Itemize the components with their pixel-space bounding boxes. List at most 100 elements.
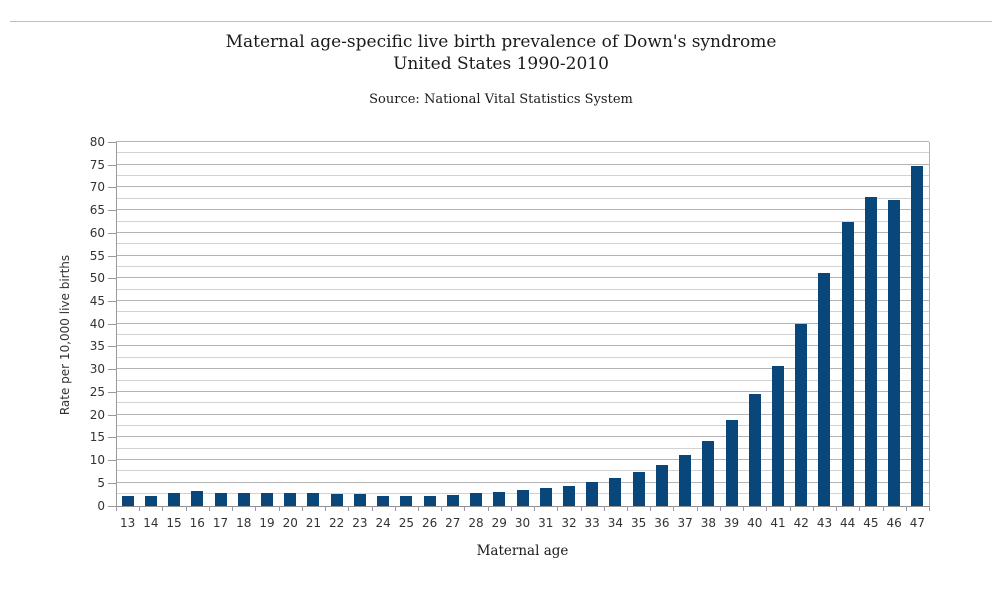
bar-age-25 — [400, 495, 413, 506]
minor-gridline — [116, 243, 929, 245]
bar-age-30 — [516, 490, 529, 506]
minor-gridline — [116, 311, 929, 313]
y-tick-label: 60 — [89, 225, 105, 240]
chart-source: Source: National Vital Statistics System — [369, 92, 633, 107]
x-axis-tick — [905, 505, 907, 511]
chart-title-line1: Maternal age-specific live birth prevale… — [225, 32, 777, 52]
x-axis-tick — [836, 505, 838, 511]
x-axis-tick — [208, 505, 210, 511]
bar-age-40 — [748, 394, 761, 506]
x-tick-label: 28 — [468, 515, 484, 530]
bar-age-36 — [655, 464, 668, 506]
y-axis-tick — [108, 278, 116, 280]
x-tick-label: 29 — [491, 515, 507, 530]
minor-gridline — [116, 402, 929, 404]
bar-age-14 — [144, 496, 157, 506]
x-tick-label: 43 — [816, 515, 833, 530]
x-tick-label: 33 — [584, 515, 600, 530]
major-gridline — [116, 186, 929, 188]
y-axis-tick — [108, 187, 116, 189]
x-tick-label: 38 — [700, 515, 716, 530]
x-axis-tick — [162, 505, 164, 511]
x-axis-tick — [417, 505, 419, 511]
major-gridline — [116, 141, 929, 142]
y-tick-label: 50 — [89, 271, 105, 286]
x-axis-tick — [557, 505, 559, 511]
y-axis-tick — [108, 414, 116, 416]
y-tick-label: 55 — [89, 248, 105, 263]
major-gridline — [116, 209, 929, 211]
x-axis-tick — [650, 505, 652, 511]
y-axis-line — [116, 142, 117, 506]
x-tick-label: 34 — [607, 515, 624, 530]
x-axis-tick — [441, 505, 443, 511]
y-tick-label: 10 — [89, 453, 105, 468]
x-axis-tick — [696, 505, 698, 511]
x-tick-label: 20 — [282, 515, 298, 530]
x-tick-label: 19 — [259, 515, 275, 530]
y-tick-label: 40 — [89, 316, 105, 331]
y-axis-tick — [108, 369, 116, 371]
bar-age-28 — [470, 492, 483, 506]
major-gridline — [116, 481, 929, 483]
bar-age-37 — [679, 454, 692, 506]
x-tick-label: 36 — [654, 515, 670, 530]
major-gridline — [116, 368, 929, 370]
y-axis-tick — [108, 142, 116, 143]
x-axis-tick — [603, 505, 605, 511]
x-tick-label: 27 — [445, 515, 461, 530]
y-axis-title: Rate per 10,000 live births — [58, 254, 72, 416]
x-axis-tick — [719, 505, 721, 511]
y-axis-tick — [108, 460, 116, 462]
x-axis-tick — [627, 505, 629, 511]
major-gridline — [116, 300, 929, 302]
x-axis-tick — [580, 505, 582, 511]
bar-age-23 — [353, 494, 366, 506]
minor-gridline — [116, 220, 929, 222]
minor-gridline — [116, 175, 929, 177]
x-tick-label: 46 — [886, 515, 902, 530]
x-axis-tick — [534, 505, 536, 511]
y-axis-tick — [108, 346, 116, 348]
major-gridline — [116, 436, 929, 438]
y-axis-tick — [108, 482, 116, 484]
bar-age-45 — [864, 196, 877, 506]
x-tick-label: 24 — [375, 515, 391, 530]
x-axis-tick — [348, 505, 350, 511]
x-tick-label: 14 — [143, 515, 159, 530]
minor-gridline — [116, 288, 929, 290]
x-axis-tick — [139, 505, 141, 511]
x-tick-label: 23 — [352, 515, 368, 530]
x-axis-tick — [371, 505, 373, 511]
minor-gridline — [116, 265, 929, 267]
x-tick-label: 21 — [305, 515, 322, 530]
x-tick-label: 15 — [166, 515, 182, 530]
y-axis-tick — [108, 210, 116, 212]
bar-age-38 — [702, 441, 715, 506]
x-axis-tick — [929, 505, 930, 511]
bar-age-43 — [818, 273, 831, 506]
minor-gridline — [116, 356, 929, 358]
chart-title-line2: United States 1990-2010 — [393, 54, 609, 74]
bar-age-31 — [539, 487, 552, 506]
plot-area — [116, 141, 929, 506]
x-axis-tick — [116, 505, 117, 511]
minor-gridline — [116, 334, 929, 336]
major-gridline — [116, 231, 929, 233]
bar-age-22 — [330, 494, 343, 506]
x-axis-tick — [812, 505, 814, 511]
y-tick-label: 30 — [89, 362, 105, 377]
x-tick-label: 16 — [189, 515, 205, 530]
y-axis-tick — [108, 437, 116, 439]
x-tick-label: 25 — [398, 515, 414, 530]
x-tick-label: 39 — [723, 515, 740, 530]
bar-age-44 — [841, 222, 854, 506]
x-tick-label: 26 — [421, 515, 438, 530]
bar-age-41 — [772, 366, 784, 506]
y-tick-label: 80 — [89, 135, 105, 149]
y-tick-label: 25 — [89, 384, 105, 399]
x-axis-tick — [673, 505, 675, 511]
x-tick-label: 13 — [119, 515, 136, 530]
x-tick-label: 47 — [909, 515, 926, 530]
